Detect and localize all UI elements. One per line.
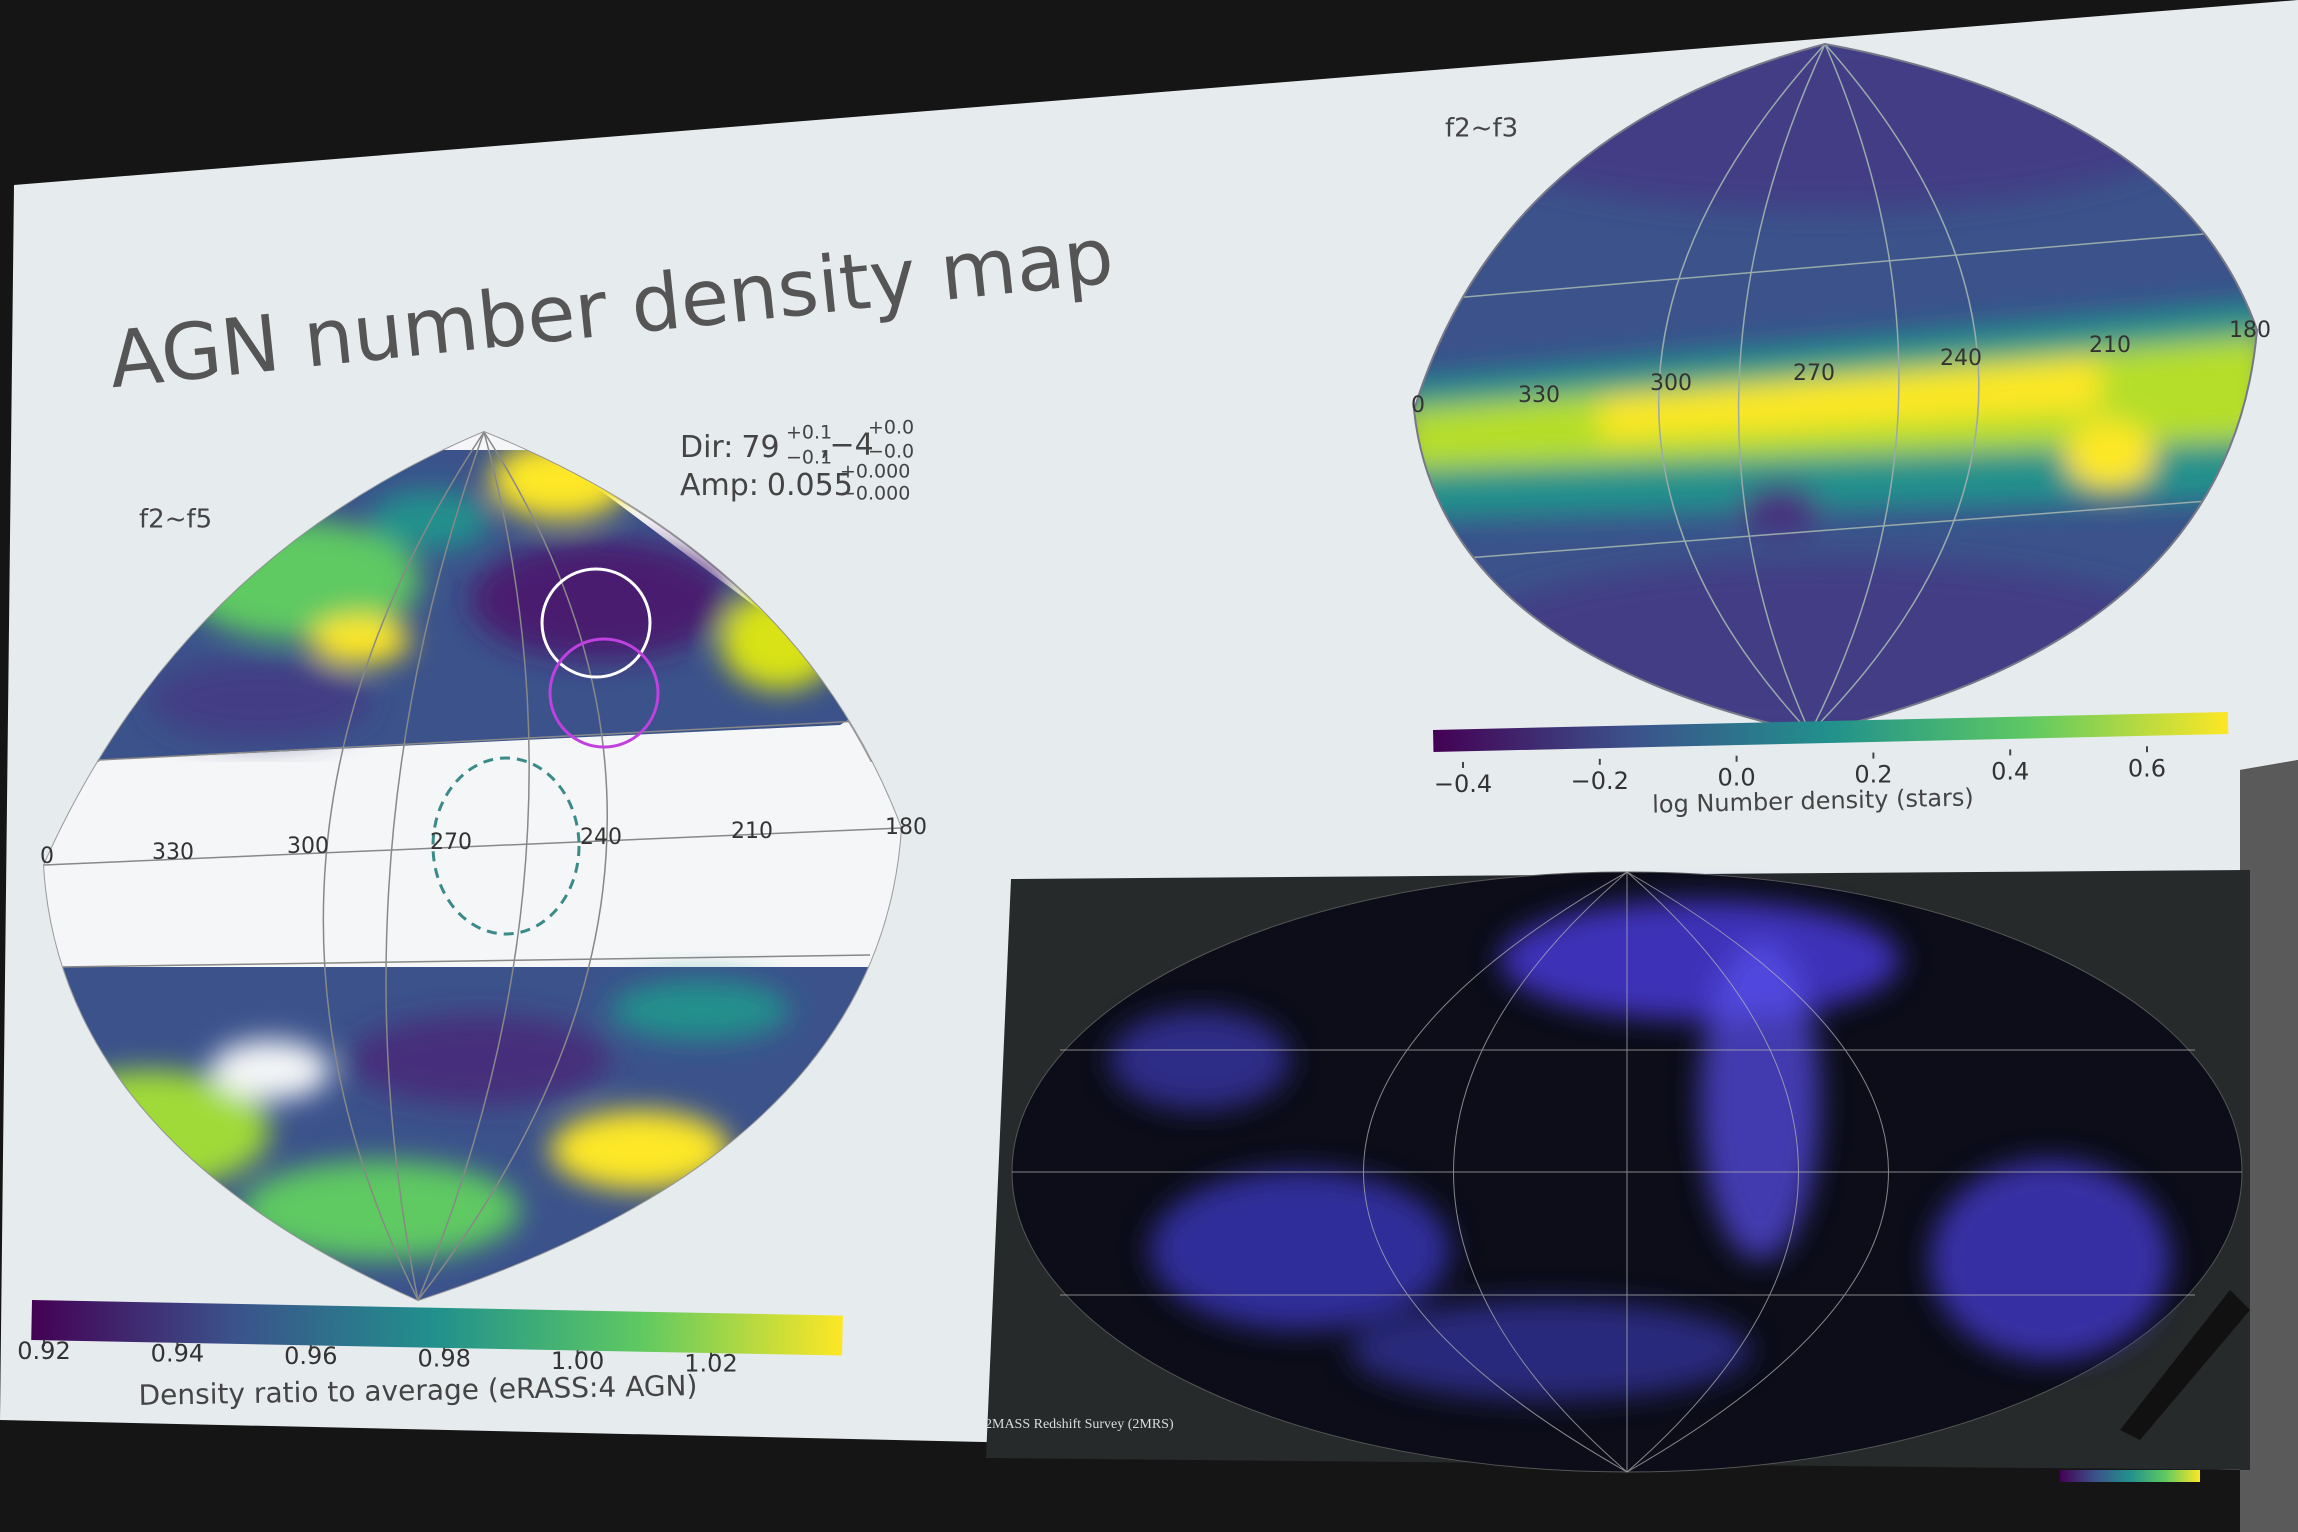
longitude-label: 240 bbox=[580, 825, 622, 850]
longitude-label: 0 bbox=[40, 844, 54, 869]
tick-label: 0.98 bbox=[417, 1345, 470, 1373]
subscript: −0.1 bbox=[786, 447, 832, 469]
longitude-label: 180 bbox=[885, 815, 927, 840]
annotation: Amp: 0.055 bbox=[680, 468, 853, 503]
longitude-label: 240 bbox=[1940, 346, 1982, 371]
tick-label: 0.4 bbox=[1991, 757, 2029, 785]
longitude-label: 330 bbox=[152, 840, 194, 865]
tick-label: 0.2 bbox=[1854, 761, 1892, 789]
tick-label: −0.2 bbox=[1571, 767, 1629, 795]
superscript: +0.000 bbox=[840, 461, 910, 483]
dipole-circle bbox=[540, 567, 652, 679]
tick-label: 0.94 bbox=[151, 1340, 204, 1368]
tick-label: 0.96 bbox=[284, 1342, 337, 1370]
text: 79 bbox=[741, 430, 779, 465]
tick-label: 0.6 bbox=[2128, 754, 2166, 782]
text: ,−4 bbox=[820, 428, 874, 463]
tick-label: −0.4 bbox=[1434, 770, 1492, 798]
colorbar-ticks: 0.92 0.94 0.96 0.98 1.00 1.02 bbox=[17, 1337, 737, 1378]
dashed-circle bbox=[431, 756, 581, 936]
panel-label: f2~f3 bbox=[1445, 114, 1518, 144]
text: 0.055 bbox=[767, 468, 853, 503]
screen-frame bbox=[2240, 760, 2298, 1532]
right-map-outline bbox=[1412, 42, 2259, 735]
dipole-circle bbox=[548, 637, 660, 749]
image-caption: 2MASS Redshift Survey (2MRS) bbox=[985, 1417, 1174, 1432]
longitude-label: 270 bbox=[1793, 361, 1835, 386]
longitude-label: 0 bbox=[1411, 393, 1425, 418]
tick-label: 1.02 bbox=[684, 1350, 737, 1378]
microphone bbox=[2120, 1290, 2250, 1440]
subscript: −0.000 bbox=[840, 483, 910, 505]
longitude-labels: 0 330 300 270 240 210 180 bbox=[1411, 318, 2271, 418]
longitude-label: 180 bbox=[2229, 318, 2271, 343]
superscript: +0.0 bbox=[868, 417, 914, 439]
redshift-bar bbox=[2060, 1470, 2200, 1482]
sky-grid bbox=[1012, 871, 2242, 1473]
colorbar bbox=[1432, 711, 2229, 752]
longitude-label: 300 bbox=[1650, 371, 1692, 396]
annotation: Dir: 79 bbox=[680, 430, 780, 465]
longitude-label: 210 bbox=[731, 819, 773, 844]
longitude-label: 270 bbox=[430, 830, 472, 855]
tick-label: 1.00 bbox=[551, 1347, 604, 1375]
colorbar bbox=[31, 1300, 843, 1356]
text: Amp: bbox=[680, 468, 759, 503]
text: Dir: bbox=[680, 430, 733, 465]
dipole-annotation: Dir: 79 +0.1 −0.1 ,−4 +0.0 −0.0 Amp: 0.055… bbox=[680, 417, 914, 505]
tick-label: 0.92 bbox=[17, 1337, 70, 1365]
longitude-label: 330 bbox=[1518, 383, 1560, 408]
subscript: −0.0 bbox=[868, 441, 914, 463]
longitude-label: 210 bbox=[2089, 333, 2131, 358]
longitude-label: 300 bbox=[287, 834, 329, 859]
colorbar-ticks: −0.4 −0.2 0.0 0.2 0.4 0.6 bbox=[1434, 746, 2166, 798]
tick-label: 0.0 bbox=[1718, 764, 1756, 792]
superscript: +0.1 bbox=[786, 422, 832, 444]
sky-map-structure bbox=[1110, 900, 2170, 1400]
panel-label: f2~f5 bbox=[139, 505, 212, 535]
longitude-labels: 0 330 300 270 240 210 180 bbox=[40, 815, 927, 869]
